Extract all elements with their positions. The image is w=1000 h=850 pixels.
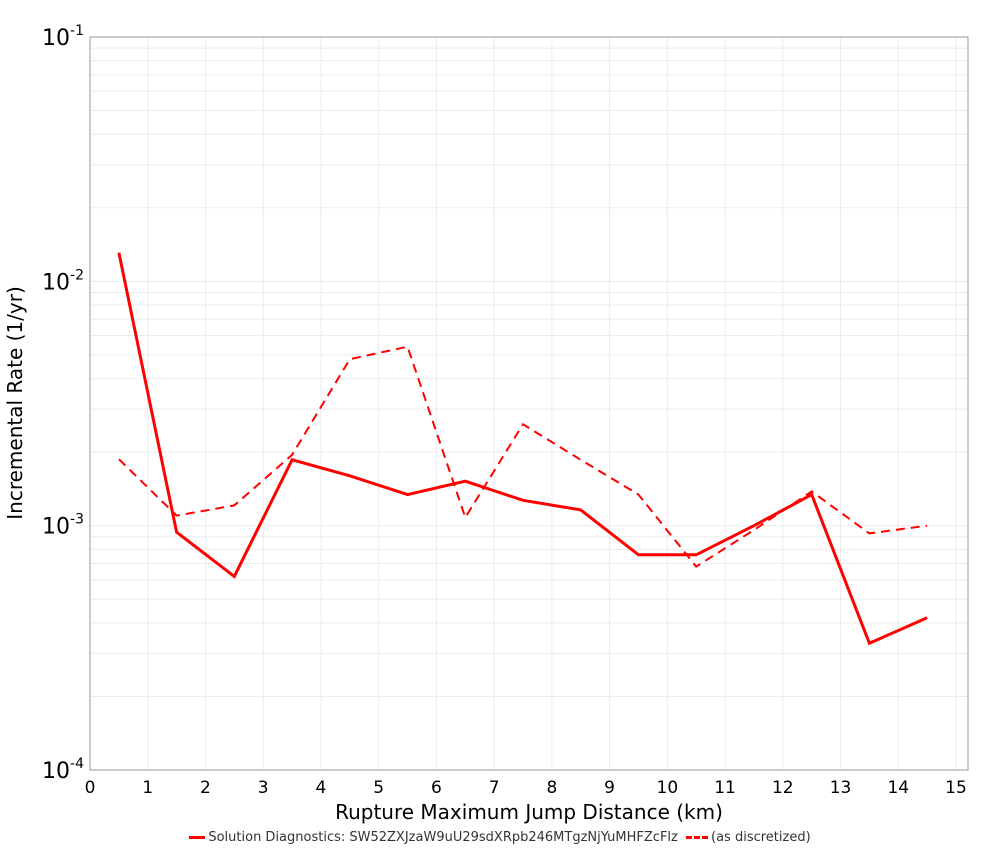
y-axis-ticks: 10-1 10-2 10-3 10-4 <box>42 23 84 784</box>
x-tick-label: 4 <box>316 778 327 798</box>
x-tick-label: 6 <box>431 778 442 798</box>
legend-item-solution: Solution Diagnostics: SW52ZXJzaW9uU29sdX… <box>189 830 678 845</box>
legend-item-discretized: (as discretized) <box>686 830 811 845</box>
x-tick-label: 13 <box>830 778 852 798</box>
x-axis-title: Rupture Maximum Jump Distance (km) <box>335 800 723 824</box>
dashed-line-swatch-icon <box>686 836 709 839</box>
x-tick-label: 7 <box>489 778 500 798</box>
x-tick-label: 2 <box>200 778 211 798</box>
x-tick-label: 9 <box>604 778 615 798</box>
series-lines <box>117 252 928 646</box>
grid-lines <box>90 37 968 770</box>
x-tick-label: 12 <box>772 778 794 798</box>
x-tick-label: 8 <box>546 778 557 798</box>
legend-label: Solution Diagnostics: SW52ZXJzaW9uU29sdX… <box>208 830 678 845</box>
y-axis-title: Incremental Rate (1/yr) <box>3 286 27 519</box>
x-axis-ticks: 0 1 2 3 4 5 6 7 8 9 10 11 12 13 14 15 <box>85 778 967 798</box>
plot-area-border <box>89 36 969 771</box>
y-tick-label: 10-3 <box>42 512 84 540</box>
chart: 0 1 2 3 4 5 6 7 8 9 10 11 12 13 14 15 10-110-210-310-4 … <box>3 23 969 824</box>
x-tick-label: 10 <box>657 778 679 798</box>
x-tick-label: 15 <box>945 778 967 798</box>
x-tick-label: 0 <box>85 778 96 798</box>
y-tick-label: 10-4 <box>42 756 84 784</box>
legend: Solution Diagnostics: SW52ZXJzaW9uU29sdX… <box>0 828 1000 845</box>
x-tick-label: 5 <box>373 778 384 798</box>
x-tick-label: 3 <box>258 778 269 798</box>
solution-diagnostics-line <box>117 252 928 646</box>
y-tick-label: 10-1 <box>42 23 84 51</box>
solid-line-swatch-icon <box>189 836 206 839</box>
y-tick-label: 10-2 <box>42 267 84 295</box>
legend-label: (as discretized) <box>711 830 811 845</box>
x-tick-label: 14 <box>887 778 909 798</box>
x-tick-label: 11 <box>714 778 736 798</box>
as-discretized-line <box>118 345 928 568</box>
x-tick-label: 1 <box>142 778 153 798</box>
